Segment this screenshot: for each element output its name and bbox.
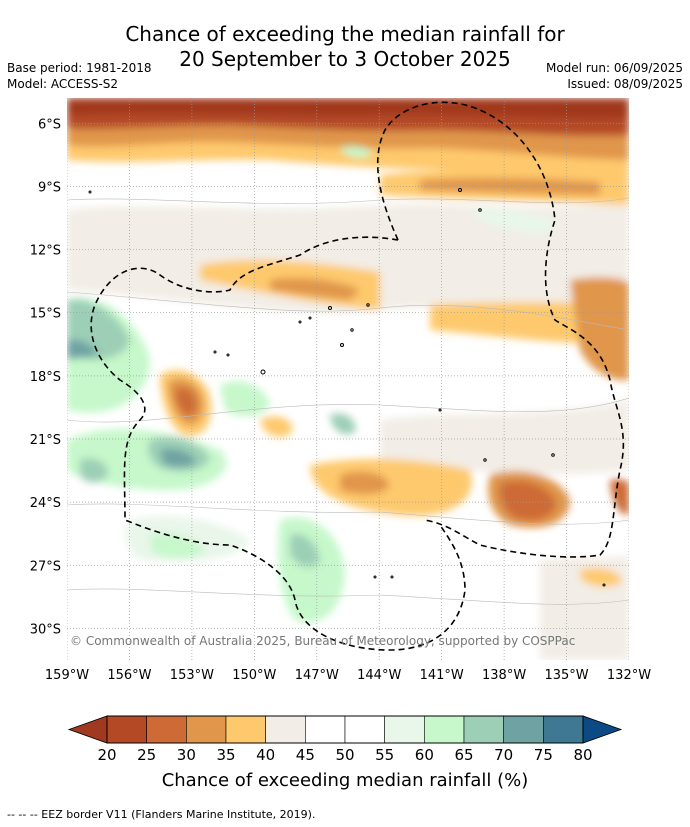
title-line-2: 20 September to 3 October 2025 xyxy=(179,47,511,71)
colorbar-label: Chance of exceeding median rainfall (%) xyxy=(161,770,529,791)
colorbar-bin xyxy=(106,715,147,744)
latitude-label: 30°S xyxy=(30,622,61,637)
eez-border-lines xyxy=(90,101,625,651)
colorbar-bin xyxy=(305,715,346,744)
colorbar xyxy=(67,715,623,744)
longitude-label: 156°W xyxy=(107,668,151,683)
colorbar-bin xyxy=(186,715,227,744)
latitude-label: 27°S xyxy=(30,559,61,574)
colorbar-tick-label: 40 xyxy=(256,746,275,764)
gridlines xyxy=(67,98,629,660)
issued-text: Issued: 08/09/2025 xyxy=(567,77,683,91)
longitude-label: 150°W xyxy=(232,668,276,683)
longitude-label: 141°W xyxy=(420,668,464,683)
copyright-text: © Commonwealth of Australia 2025, Bureau… xyxy=(70,634,575,648)
colorbar-tick-label: 20 xyxy=(97,746,116,764)
longitude-label: 144°W xyxy=(357,668,401,683)
run-info: Model run: 06/09/2025 Issued: 08/09/2025 xyxy=(546,60,683,92)
longitude-label: 132°W xyxy=(607,668,651,683)
latitude-label: 24°S xyxy=(30,496,61,511)
colorbar-tick-label: 65 xyxy=(454,746,473,764)
longitude-labels: 159°W 156°W 153°W 150°W 147°W 144°W 141°W 138°W… xyxy=(45,668,651,683)
longitude-label: 159°W xyxy=(45,668,89,683)
colorbar-tick-label: 55 xyxy=(375,746,394,764)
colorbar-tick-label: 30 xyxy=(177,746,196,764)
colorbar-bin xyxy=(424,715,465,744)
model-info: Base period: 1981-2018 Model: ACCESS-S2 xyxy=(7,60,152,92)
island-outlines xyxy=(88,188,606,587)
colorbar-tick-label: 70 xyxy=(494,746,513,764)
colorbar-tick-label: 60 xyxy=(415,746,434,764)
base-period-text: Base period: 1981-2018 xyxy=(7,61,152,75)
eez-footnote: -- -- -- EEZ border V11 (Flanders Marine… xyxy=(7,808,316,821)
latitude-label: 9°S xyxy=(38,180,61,195)
colorbar-arrow-low xyxy=(67,715,108,744)
longitude-label: 147°W xyxy=(295,668,339,683)
colorbar-tick-label: 75 xyxy=(534,746,553,764)
latitude-label: 18°S xyxy=(30,370,61,385)
contour-lines xyxy=(67,197,629,605)
latitude-labels: 6°S 9°S 12°S 15°S 18°S 21°S 24°S 27°S 30°S xyxy=(30,117,61,637)
colorbar-bin xyxy=(225,715,266,744)
colorbar-outline xyxy=(106,715,584,744)
latitude-label: 21°S xyxy=(30,433,61,448)
colorbar-tick-label: 45 xyxy=(296,746,315,764)
colorbar-bin xyxy=(384,715,425,744)
model-run-text: Model run: 06/09/2025 xyxy=(545,61,683,75)
colorbar-tick-label: 25 xyxy=(137,746,156,764)
longitude-label: 135°W xyxy=(544,668,588,683)
latitude-label: 6°S xyxy=(38,117,61,132)
map-field: © Commonwealth of Australia 2025, Bureau… xyxy=(67,98,629,660)
colorbar-bin xyxy=(463,715,504,744)
colorbar-bin xyxy=(265,715,306,744)
colorbar-arrow-high xyxy=(582,715,623,744)
colorbar-tick-label: 80 xyxy=(573,746,592,764)
title-line-1: Chance of exceeding the median rainfall … xyxy=(125,22,565,46)
longitude-label: 153°W xyxy=(170,668,214,683)
colorbar-bin xyxy=(146,715,187,744)
colorbar-bin xyxy=(344,715,385,744)
longitude-label: 138°W xyxy=(482,668,526,683)
latitude-label: 12°S xyxy=(30,244,61,259)
map-title: Chance of exceeding the median rainfall … xyxy=(0,22,690,72)
colorbar-tick-label: 35 xyxy=(216,746,235,764)
colorbar-bin xyxy=(543,715,584,744)
model-text: Model: ACCESS-S2 xyxy=(7,77,119,91)
colorbar-tick-labels: 20 25 30 35 40 45 50 55 60 65 70 75 80 xyxy=(97,746,592,764)
latitude-label: 15°S xyxy=(30,307,61,322)
colorbar-tick-label: 50 xyxy=(335,746,354,764)
colorbar-bin xyxy=(503,715,544,744)
